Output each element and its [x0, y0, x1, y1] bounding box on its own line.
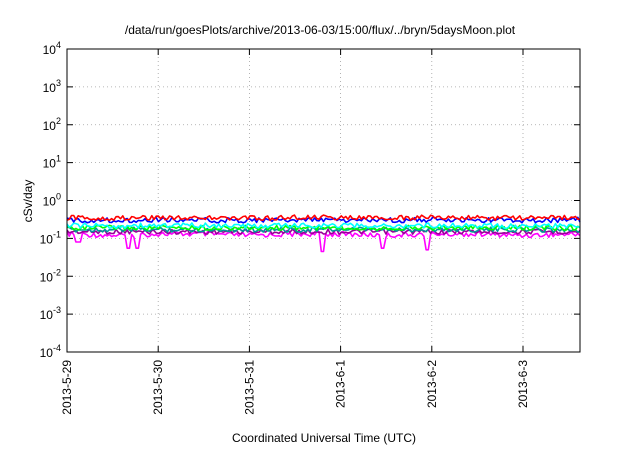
- series-line: [66, 222, 581, 230]
- series-line: [66, 228, 581, 235]
- x-axis-label: Coordinated Universal Time (UTC): [232, 431, 416, 445]
- y-tick-label: 10-3: [40, 305, 61, 322]
- series-line: [66, 214, 581, 222]
- y-tick-label: 10-4: [40, 343, 61, 360]
- y-tick-label: 100: [43, 192, 61, 209]
- y-tick-label: 10-1: [40, 229, 61, 246]
- x-tick-label: 2013-5-29: [60, 360, 74, 415]
- series-line: [66, 230, 581, 253]
- y-tick-label: 101: [43, 154, 61, 171]
- x-tick-label: 2013-5-30: [151, 360, 165, 415]
- y-axis-label: cSv/day: [21, 180, 35, 223]
- grid-lines: [67, 49, 580, 352]
- y-tick-label: 10-2: [40, 267, 61, 284]
- y-tick-label: 103: [43, 78, 61, 95]
- chart-title: /data/run/goesPlots/archive/2013-06-03/1…: [125, 23, 516, 37]
- ticks: 10-4 10-3 10-2 10-1 100 101 102 103 104 2013-5-29…: [40, 40, 580, 415]
- x-tick-label: 2013-6-2: [425, 360, 439, 408]
- y-tick-label: 102: [43, 116, 61, 133]
- x-tick-label: 2013-5-31: [242, 360, 256, 415]
- x-tick-label: 2013-6-3: [516, 360, 530, 408]
- series-line: [66, 224, 581, 232]
- x-tick-label: 2013-6-1: [334, 360, 348, 408]
- y-tick-label: 104: [43, 40, 61, 57]
- series-group: [66, 214, 581, 253]
